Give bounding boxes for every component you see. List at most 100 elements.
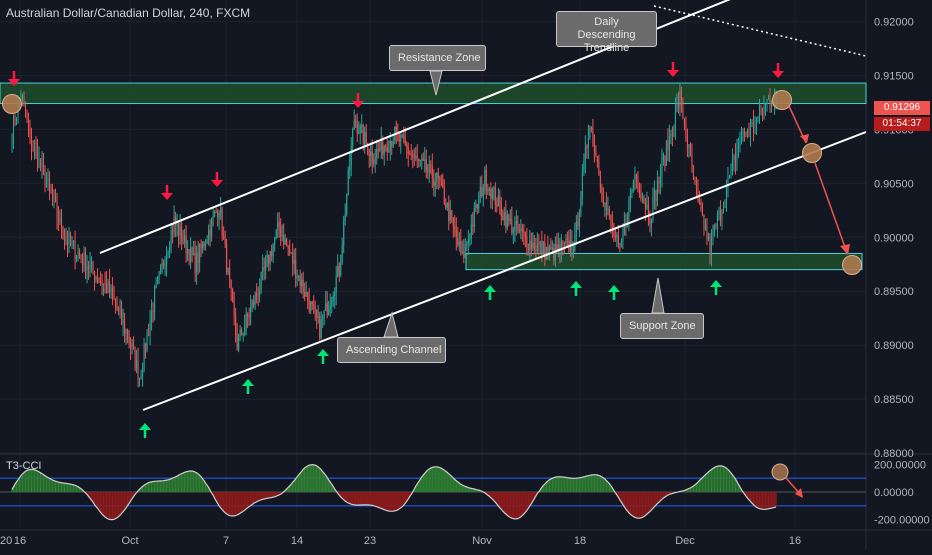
time-tick-label: Dec <box>675 535 695 547</box>
time-tick-label: 16 <box>789 535 801 547</box>
candle-body <box>490 188 492 199</box>
candle-body <box>515 220 517 225</box>
candle-body <box>382 138 384 155</box>
candle-body <box>250 307 252 317</box>
candle-body <box>124 320 126 334</box>
candle-body <box>680 90 682 101</box>
candle-body <box>30 134 33 149</box>
candle-body <box>407 147 409 154</box>
candle-body <box>736 149 738 163</box>
candle-body <box>623 223 625 236</box>
candle-body <box>484 169 486 188</box>
time-tick-label: 18 <box>574 535 586 547</box>
candle-body <box>509 219 511 221</box>
candle-body <box>364 132 366 145</box>
candle-body <box>349 165 351 170</box>
pivot-marker <box>772 90 792 110</box>
candle-body <box>326 302 328 316</box>
candle-body <box>178 223 180 236</box>
candle-body <box>328 308 330 316</box>
candle-body <box>730 165 732 176</box>
candle-body <box>42 162 45 169</box>
candle-body <box>391 140 393 146</box>
candle-body <box>383 146 385 155</box>
time-tick-label: 16 <box>14 535 26 547</box>
sell-arrow-head <box>161 193 173 200</box>
candle-body <box>173 216 175 233</box>
candle-body <box>197 252 199 263</box>
candle-body <box>287 245 289 249</box>
candle-body <box>602 196 604 205</box>
projection-arrowhead <box>840 244 850 255</box>
candle-body <box>430 164 432 166</box>
candle-body <box>476 204 478 209</box>
candle-body <box>712 234 714 236</box>
candle-body <box>362 125 364 145</box>
candle-body <box>308 300 310 312</box>
price-tick-label: 0.91500 <box>874 71 914 83</box>
candle-body <box>353 120 355 129</box>
candle-body <box>695 181 697 189</box>
candle-body <box>563 242 565 244</box>
sell-arrow-head <box>352 101 364 108</box>
candle-body <box>770 102 773 104</box>
candle-body <box>451 210 453 218</box>
candle-body <box>217 212 219 218</box>
candle-body <box>215 211 217 213</box>
candle-body <box>79 252 81 256</box>
candle-body <box>493 187 495 189</box>
candle-body <box>673 127 675 136</box>
candle-body <box>106 283 108 293</box>
candle-body <box>587 136 589 148</box>
candle-body <box>122 320 124 324</box>
candle-body <box>701 203 703 215</box>
candle-body <box>45 182 48 186</box>
candle-body <box>697 188 699 195</box>
candle-body <box>248 316 250 318</box>
candle-body <box>661 160 663 177</box>
candle-body <box>311 301 313 305</box>
candle-body <box>20 94 22 99</box>
candle-body <box>481 186 483 197</box>
candle-body <box>458 241 460 245</box>
candle-body <box>566 239 568 241</box>
candle-body <box>74 240 76 259</box>
candle-body <box>755 119 758 129</box>
callout-pointers <box>383 70 665 338</box>
candle-body <box>641 196 643 198</box>
candle-body <box>656 180 658 201</box>
candle-body <box>56 201 58 217</box>
candle-body <box>41 162 43 168</box>
candle-body <box>347 169 349 195</box>
candle-body <box>646 204 648 209</box>
candle-body <box>668 135 670 151</box>
candle-body <box>427 171 429 173</box>
candle-body <box>100 281 102 283</box>
candle-body <box>14 119 16 125</box>
candle-body <box>196 252 198 274</box>
candle-body <box>514 224 516 231</box>
candle-body <box>109 281 111 293</box>
candle-body <box>130 343 132 348</box>
candle-body <box>161 262 163 266</box>
candle-body <box>749 124 752 136</box>
candle-body <box>310 301 312 312</box>
candle-body <box>352 128 354 146</box>
candle-body <box>550 246 552 250</box>
candle-body <box>743 132 746 136</box>
candle-body <box>460 241 462 253</box>
candle-body <box>601 187 603 197</box>
candle-body <box>62 231 64 240</box>
candle-body <box>718 209 720 216</box>
candle-body <box>733 155 735 161</box>
candle-body <box>95 276 97 280</box>
candle-body <box>683 118 685 126</box>
candle-body <box>15 118 18 125</box>
candle-body <box>281 235 283 237</box>
candle-body <box>149 321 151 336</box>
candles <box>11 83 777 388</box>
candle-body <box>101 281 103 286</box>
candle-body <box>409 153 411 155</box>
buy-arrow-head <box>484 285 496 292</box>
